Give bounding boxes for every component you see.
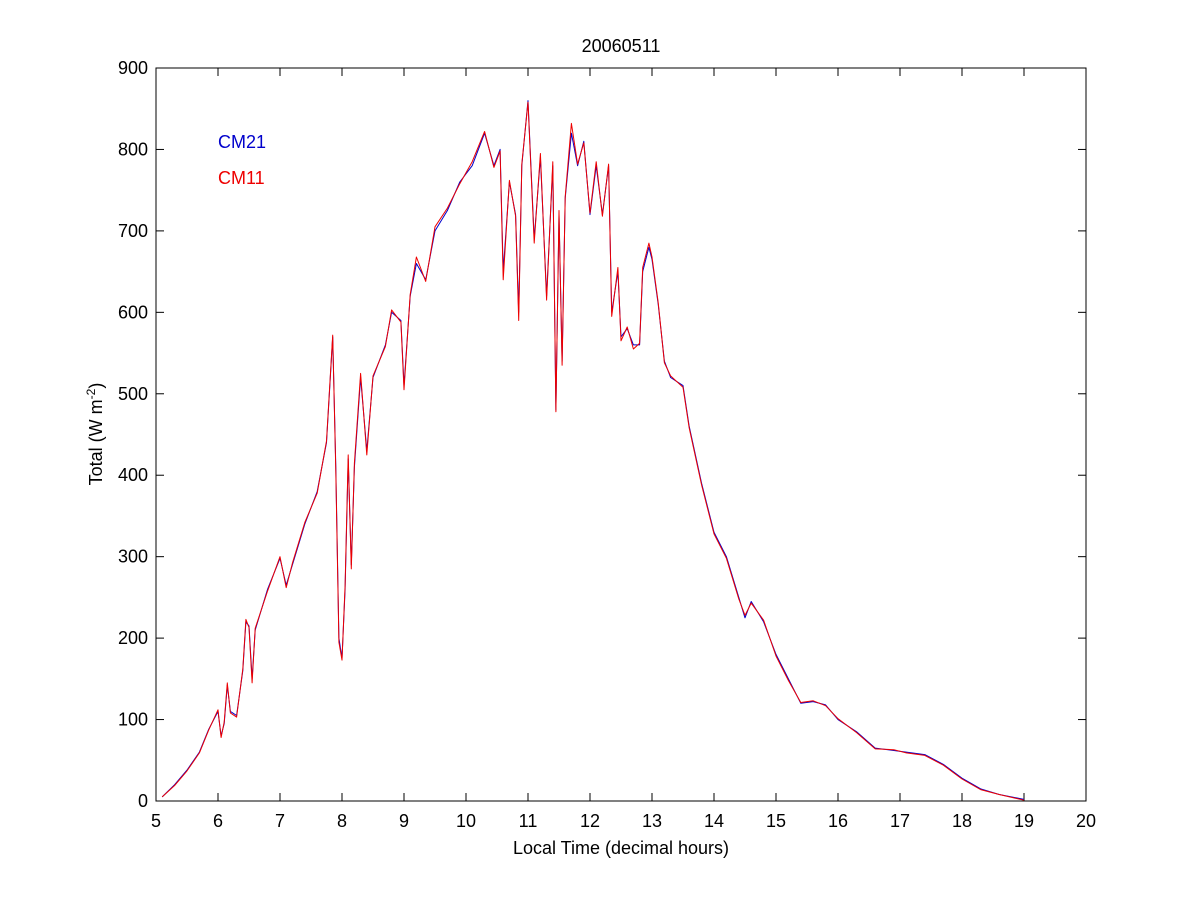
x-tick-label: 7 xyxy=(275,811,285,831)
y-tick-label: 500 xyxy=(118,384,148,404)
x-tick-label: 13 xyxy=(642,811,662,831)
legend-label-cm11: CM11 xyxy=(218,168,265,188)
y-tick-label: 900 xyxy=(118,58,148,78)
x-axis: 5 6 7 8 9 10 11 12 13 14 15 16 17 18 19 20 xyxy=(151,68,1096,831)
x-tick-label: 10 xyxy=(456,811,476,831)
legend: CM21 CM11 xyxy=(218,132,266,188)
x-tick-label: 18 xyxy=(952,811,972,831)
x-tick-label: 9 xyxy=(399,811,409,831)
legend-label-cm21: CM21 xyxy=(218,132,266,152)
y-tick-label: 100 xyxy=(118,710,148,730)
x-tick-label: 12 xyxy=(580,811,600,831)
y-tick-label: 600 xyxy=(118,302,148,322)
x-tick-label: 5 xyxy=(151,811,161,831)
plot-frame xyxy=(155,67,1087,802)
x-tick-label: 6 xyxy=(213,811,223,831)
y-axis-label: Total (W m-2) xyxy=(84,383,106,486)
x-axis-label: Local Time (decimal hours) xyxy=(513,838,729,858)
y-tick-label: 200 xyxy=(118,628,148,648)
x-tick-label: 11 xyxy=(519,811,538,831)
chart-title: 20060511 xyxy=(582,36,661,56)
y-axis: 0 100 200 300 400 500 600 700 800 900 xyxy=(118,58,1086,811)
y-tick-label: 800 xyxy=(118,139,148,159)
x-tick-label: 20 xyxy=(1076,811,1096,831)
series-line-cm11 xyxy=(161,101,1025,801)
y-tick-label: 300 xyxy=(118,547,148,567)
x-tick-label: 8 xyxy=(337,811,347,831)
x-tick-label: 16 xyxy=(828,811,848,831)
x-tick-label: 17 xyxy=(890,811,910,831)
x-tick-label: 19 xyxy=(1014,811,1034,831)
y-tick-label: 700 xyxy=(118,221,148,241)
series-layer xyxy=(161,100,1025,801)
y-tick-label: 400 xyxy=(118,465,148,485)
y-tick-label: 0 xyxy=(138,791,148,811)
x-tick-label: 15 xyxy=(766,811,786,831)
x-tick-label: 14 xyxy=(704,811,724,831)
